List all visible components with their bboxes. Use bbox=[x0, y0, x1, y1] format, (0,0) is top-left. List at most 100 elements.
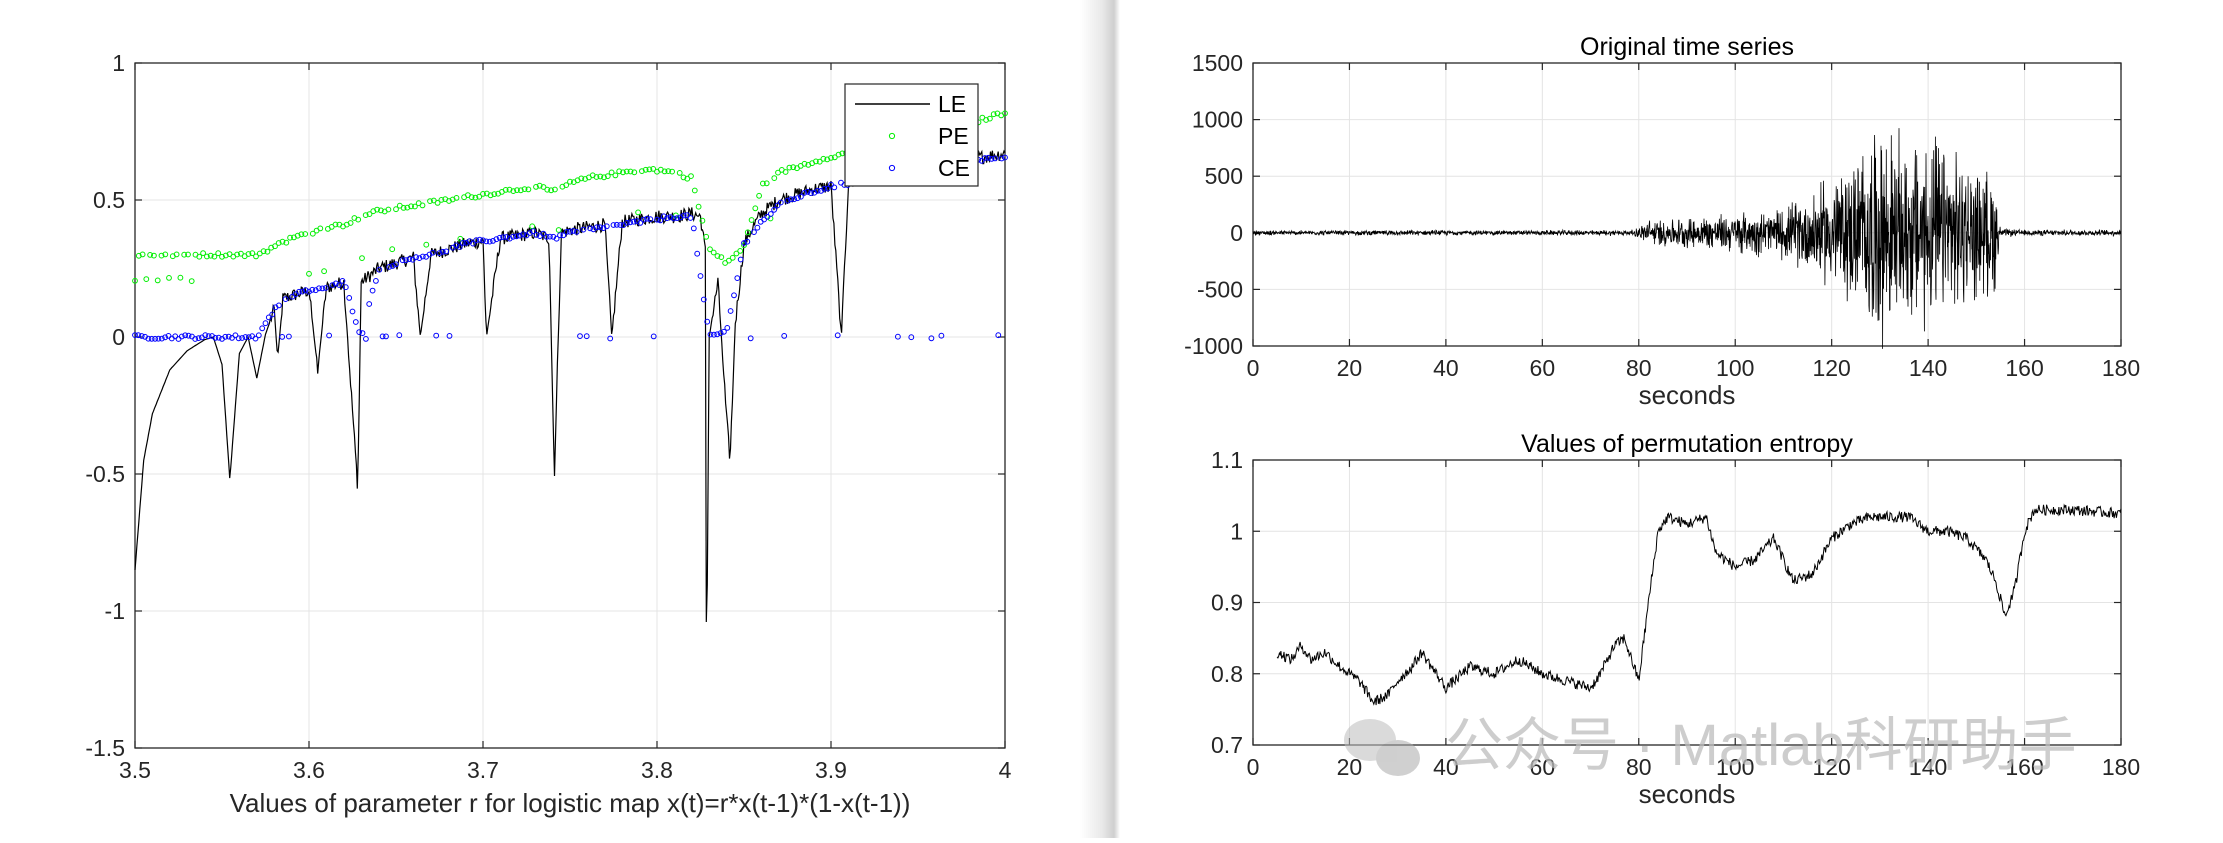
pe-point bbox=[616, 168, 623, 175]
pe-point bbox=[771, 175, 778, 182]
ce-point bbox=[319, 285, 326, 292]
ce-point bbox=[439, 248, 446, 255]
ce-point bbox=[446, 333, 453, 339]
pe-point bbox=[733, 250, 740, 257]
time-series-line bbox=[1252, 128, 2122, 349]
ce-point bbox=[152, 335, 159, 342]
ce-point bbox=[667, 214, 674, 221]
legend-box bbox=[844, 83, 979, 187]
ce-point bbox=[296, 288, 302, 295]
ce-point bbox=[650, 333, 657, 340]
ce-point bbox=[630, 218, 637, 225]
ce-point bbox=[239, 335, 246, 341]
pe-point bbox=[294, 232, 301, 239]
ce-point bbox=[731, 292, 737, 299]
legend-label-le: LE bbox=[938, 91, 966, 117]
ce-point bbox=[624, 219, 630, 226]
ce-point bbox=[540, 230, 547, 237]
pe-point bbox=[567, 178, 573, 185]
ce-point bbox=[316, 285, 322, 292]
ce-point bbox=[276, 302, 282, 309]
pe-point bbox=[835, 151, 842, 158]
ce-point bbox=[978, 157, 985, 164]
ce-point bbox=[496, 234, 503, 241]
ce-point bbox=[429, 249, 436, 256]
pe-point bbox=[188, 278, 195, 285]
left-frame bbox=[134, 62, 1006, 749]
pe-point bbox=[438, 197, 445, 203]
ce-point bbox=[366, 301, 373, 307]
right-top-xtick-label: 40 bbox=[1433, 355, 1459, 381]
pe-point bbox=[204, 253, 210, 260]
ce-point bbox=[654, 216, 660, 223]
pe-point bbox=[446, 198, 452, 204]
ce-point bbox=[486, 238, 493, 245]
ce-point bbox=[406, 256, 413, 263]
pe-point bbox=[158, 252, 165, 259]
ce-point bbox=[490, 238, 496, 244]
ce-point bbox=[373, 278, 379, 284]
pe-point bbox=[211, 253, 218, 260]
ce-point bbox=[694, 250, 701, 257]
ce-point bbox=[309, 286, 316, 293]
pe-point bbox=[332, 221, 339, 228]
left-ytick-label: -1 bbox=[105, 598, 125, 624]
pe-point bbox=[714, 253, 721, 259]
ce-point bbox=[577, 333, 583, 340]
pe-point bbox=[699, 217, 706, 224]
pe-point bbox=[510, 188, 517, 195]
ce-point bbox=[356, 329, 363, 336]
ce-point bbox=[821, 186, 828, 192]
pe-point bbox=[604, 173, 611, 180]
ce-point bbox=[995, 332, 1002, 339]
pe-point bbox=[476, 193, 483, 200]
pe-point bbox=[536, 182, 543, 189]
ce-point bbox=[711, 331, 717, 338]
ce-point bbox=[513, 233, 520, 240]
ce-point bbox=[386, 264, 393, 270]
ce-point bbox=[262, 320, 269, 327]
pe-point bbox=[260, 248, 267, 255]
ce-point bbox=[493, 236, 500, 243]
left-xtick-label: 4 bbox=[999, 757, 1012, 783]
pe-point bbox=[763, 180, 770, 187]
ce-point bbox=[530, 228, 537, 235]
ce-point bbox=[771, 206, 777, 213]
ce-point bbox=[804, 188, 811, 195]
legend-swatch-ce bbox=[888, 164, 896, 172]
pe-point bbox=[245, 251, 252, 257]
ce-point bbox=[192, 336, 199, 342]
ce-point bbox=[593, 224, 600, 231]
left-ytick-label: -1.5 bbox=[85, 735, 125, 761]
left-ytick-label: -0.5 bbox=[85, 461, 125, 487]
wechat-icon bbox=[1344, 719, 1420, 776]
pe-point bbox=[400, 205, 407, 211]
pe-point bbox=[680, 174, 687, 181]
ce-point bbox=[500, 234, 507, 241]
pe-point bbox=[151, 252, 157, 259]
ce-point bbox=[249, 333, 256, 340]
ce-point bbox=[570, 228, 577, 234]
pe-point bbox=[362, 212, 369, 219]
right-top-ytick-label: -1000 bbox=[1184, 333, 1243, 359]
ce-point bbox=[798, 193, 804, 200]
pe-point bbox=[275, 240, 282, 246]
right-bottom-xlabel: seconds bbox=[1639, 779, 1736, 809]
ce-point bbox=[135, 332, 142, 339]
ce-point bbox=[483, 238, 490, 245]
pe-point bbox=[540, 184, 547, 190]
pe-point bbox=[691, 187, 698, 194]
pe-point bbox=[185, 251, 191, 258]
permutation-entropy-line bbox=[1276, 503, 2122, 706]
left-ytick-label: 0.5 bbox=[93, 187, 125, 213]
pe-point bbox=[166, 275, 172, 281]
pe-point bbox=[563, 182, 570, 189]
right-top-xtick-label: 80 bbox=[1626, 355, 1652, 381]
pe-point bbox=[529, 223, 536, 230]
pe-point bbox=[404, 204, 411, 211]
pe-point bbox=[525, 186, 532, 193]
ce-point bbox=[242, 334, 249, 340]
pe-point bbox=[703, 233, 710, 240]
ce-point bbox=[286, 333, 292, 340]
